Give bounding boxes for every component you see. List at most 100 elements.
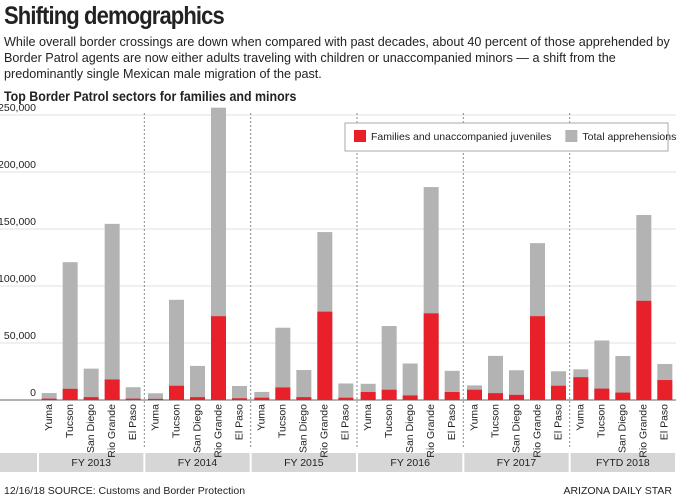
bar xyxy=(317,311,333,400)
legend-swatch xyxy=(565,130,578,142)
bar xyxy=(254,397,270,400)
bar xyxy=(657,380,673,400)
bar xyxy=(104,379,120,400)
x-tick-label: El Paso xyxy=(659,404,671,440)
bar xyxy=(444,392,460,400)
x-tick-label: Tucson xyxy=(383,404,395,438)
bar xyxy=(402,363,418,400)
bar xyxy=(169,385,184,400)
bar xyxy=(83,397,99,400)
x-tick-label: Rio Grande xyxy=(106,404,118,458)
bar xyxy=(190,365,205,400)
group-band xyxy=(0,453,37,472)
y-tick-label: 50,000 xyxy=(4,330,36,342)
x-tick-label: Yuma xyxy=(575,404,587,431)
bar xyxy=(62,262,78,400)
bar xyxy=(594,388,610,400)
x-tick-label: Rio Grande xyxy=(638,404,650,458)
bar xyxy=(41,393,57,400)
bar xyxy=(615,392,631,400)
bar xyxy=(254,391,270,400)
bar xyxy=(83,368,99,400)
bar xyxy=(402,395,418,400)
bar xyxy=(148,393,163,400)
group-band xyxy=(145,453,250,472)
x-tick-label: Tucson xyxy=(277,404,289,438)
x-tick-label: El Paso xyxy=(233,404,245,440)
x-tick-label: El Paso xyxy=(127,404,139,440)
bar xyxy=(232,385,247,400)
group-band xyxy=(251,453,356,472)
bar xyxy=(467,389,482,400)
bar xyxy=(62,388,78,400)
x-tick-label: Tucson xyxy=(596,404,608,438)
bar xyxy=(232,398,247,400)
group-label: FY 2016 xyxy=(390,457,430,469)
group-band xyxy=(464,453,569,472)
x-tick-label: Yuma xyxy=(43,404,55,431)
x-tick-label: San Diego xyxy=(617,404,629,453)
group-label: FY 2013 xyxy=(71,457,111,469)
bar xyxy=(190,397,205,400)
bar xyxy=(509,394,524,400)
y-tick-label: 0 xyxy=(30,387,36,399)
bar xyxy=(488,355,503,400)
bar xyxy=(275,387,291,400)
x-tick-label: El Paso xyxy=(446,404,458,440)
x-tick-label: Rio Grande xyxy=(425,404,437,458)
y-tick-label: 150,000 xyxy=(0,216,36,228)
y-tick-label: 250,000 xyxy=(0,102,36,114)
x-tick-label: Yuma xyxy=(468,404,480,431)
bar xyxy=(594,340,610,400)
x-tick-label: San Diego xyxy=(404,404,416,453)
group-band xyxy=(358,453,463,472)
bar xyxy=(169,299,184,400)
bar xyxy=(615,355,631,400)
x-tick-label: San Diego xyxy=(510,404,522,453)
bar xyxy=(338,397,354,400)
group-band xyxy=(570,453,675,472)
x-tick-label: El Paso xyxy=(340,404,352,440)
title: Shifting demographics xyxy=(4,2,225,30)
bar xyxy=(573,377,589,400)
bar xyxy=(423,313,439,400)
group-band xyxy=(39,453,144,472)
group-label: FY 2017 xyxy=(497,457,537,469)
bar xyxy=(275,327,291,400)
subtitle: While overall border crossings are down … xyxy=(4,35,670,81)
footer-source: 12/16/18 SOURCE: Customs and Border Prot… xyxy=(4,485,245,497)
group-label: FYTD 2018 xyxy=(596,457,650,469)
legend-box xyxy=(344,122,669,152)
bar xyxy=(296,370,312,400)
bar xyxy=(551,385,566,400)
bar xyxy=(148,398,163,400)
bar xyxy=(360,392,376,400)
x-tick-label: Rio Grande xyxy=(531,404,543,458)
legend: Families and unaccompanied juveniles Tota… xyxy=(344,122,676,152)
bar xyxy=(296,397,312,400)
x-tick-label: Tucson xyxy=(489,404,501,438)
bar xyxy=(530,316,545,400)
bar xyxy=(41,398,57,400)
bar xyxy=(381,389,397,400)
x-tick-label: San Diego xyxy=(85,404,97,453)
x-tick-label: San Diego xyxy=(191,404,203,453)
bar xyxy=(488,393,503,400)
x-tick-label: Tucson xyxy=(170,404,182,438)
header: Shifting demographics While overall bord… xyxy=(4,0,672,104)
group-label: FY 2015 xyxy=(284,457,324,469)
group-label: FY 2014 xyxy=(178,457,218,469)
x-tick-label: San Diego xyxy=(298,404,310,453)
x-tick-label: Rio Grande xyxy=(212,404,224,458)
x-tick-label: Yuma xyxy=(149,404,161,431)
legend-label: Total apprehensions xyxy=(582,131,676,143)
legend-label: Families and unaccompanied juveniles xyxy=(371,131,551,143)
bar xyxy=(636,300,652,400)
bar xyxy=(211,316,226,400)
y-tick-label: 200,000 xyxy=(0,159,36,171)
bar xyxy=(338,383,354,400)
x-tick-label: Rio Grande xyxy=(319,404,331,458)
legend-swatch xyxy=(354,130,366,142)
x-tick-label: Yuma xyxy=(256,404,268,431)
